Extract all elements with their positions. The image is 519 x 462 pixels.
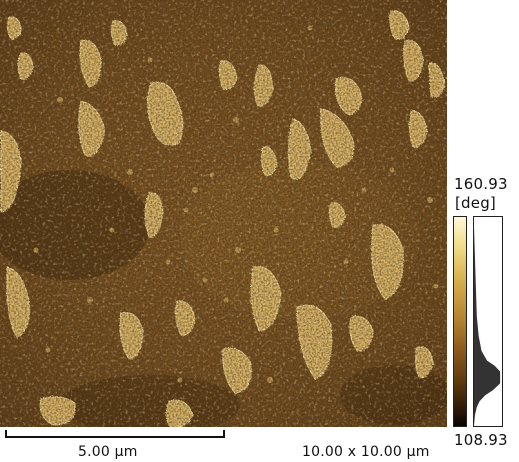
- colorbar-panel: [453, 216, 505, 429]
- scale-bar: [5, 436, 225, 438]
- scale-bar-label: 5.00 µm: [78, 444, 138, 460]
- afm-phase-image: [0, 0, 447, 427]
- colorbar-unit-label: [deg]: [455, 194, 496, 212]
- scale-bar-tick-right: [223, 430, 225, 438]
- histogram-curve: [474, 226, 501, 426]
- colorbar-max-label: 160.93: [454, 175, 508, 193]
- colorbar-min-label: 108.93: [454, 431, 508, 449]
- scale-bar-tick-left: [5, 430, 7, 438]
- scan-size-label: 10.00 x 10.00 µm: [302, 444, 430, 460]
- colorbar-gradient: [453, 216, 467, 427]
- phase-histogram: [473, 216, 503, 427]
